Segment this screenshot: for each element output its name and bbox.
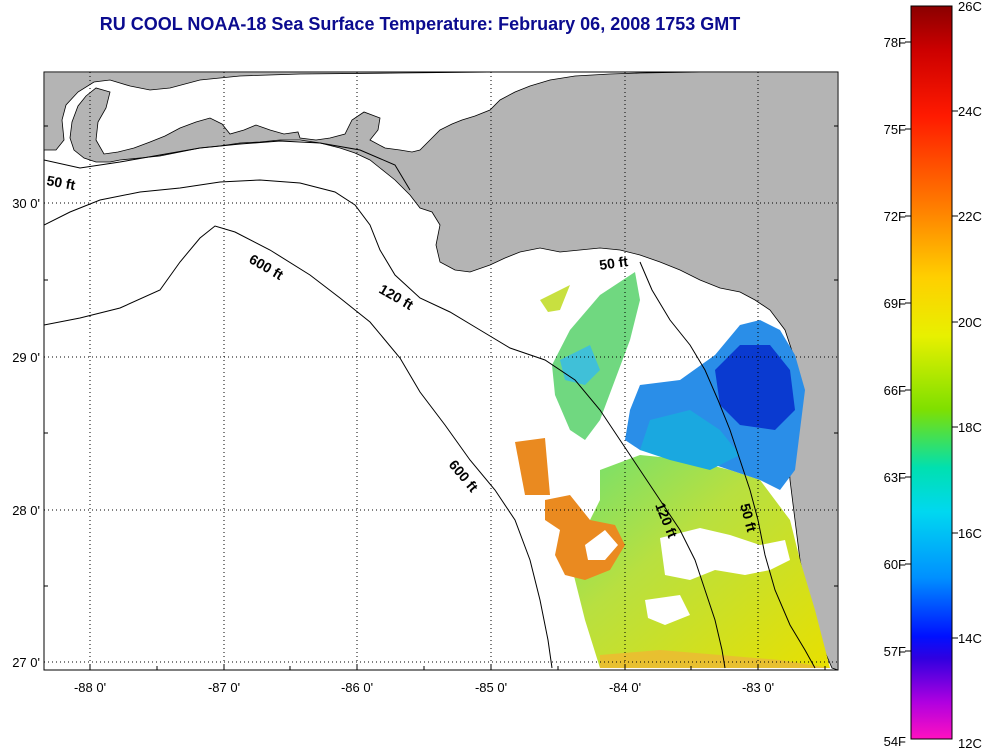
depth-label: 50 ft bbox=[737, 502, 760, 534]
lon-tick-label: -85 0' bbox=[475, 680, 507, 695]
colorbar-ticks bbox=[905, 41, 958, 652]
colorbar-c-label: 18C bbox=[958, 420, 982, 435]
colorbar-f-label: 63F bbox=[884, 470, 906, 485]
lat-tick-label: 27 0' bbox=[12, 655, 40, 670]
frame-ticks bbox=[44, 125, 838, 670]
lon-tick-label: -88 0' bbox=[74, 680, 106, 695]
colorbar-f-label: 57F bbox=[884, 644, 906, 659]
lon-tick-label: -83 0' bbox=[742, 680, 774, 695]
figure-title: RU COOL NOAA-18 Sea Surface Temperature:… bbox=[99, 14, 741, 34]
colorbar-c-label: 16C bbox=[958, 526, 982, 541]
lon-tick-label: -86 0' bbox=[341, 680, 373, 695]
land-panhandle bbox=[44, 72, 501, 151]
lat-tick-label: 30 0' bbox=[12, 196, 40, 211]
colorbar-f-label: 66F bbox=[884, 383, 906, 398]
depth-label: 50 ft bbox=[598, 253, 629, 273]
colorbar-f-label: 54F bbox=[884, 734, 906, 749]
colorbar bbox=[910, 5, 953, 740]
colorbar-c-label: 24C bbox=[958, 104, 982, 119]
colorbar-f-label: 69F bbox=[884, 296, 906, 311]
colorbar-c-label: 22C bbox=[958, 209, 982, 224]
lon-tick-label: -87 0' bbox=[208, 680, 240, 695]
colorbar-f-label: 75F bbox=[884, 122, 906, 137]
lat-tick-label: 29 0' bbox=[12, 350, 40, 365]
lat-tick-label: 28 0' bbox=[12, 503, 40, 518]
colorbar-c-label: 26C bbox=[958, 0, 982, 14]
colorbar-c-label: 20C bbox=[958, 315, 982, 330]
lon-tick-label: -84 0' bbox=[609, 680, 641, 695]
sst-data-layer bbox=[515, 272, 830, 668]
land-florida bbox=[44, 72, 838, 670]
depth-contours bbox=[44, 140, 816, 669]
colorbar-f-label: 78F bbox=[884, 35, 906, 50]
colorbar-f-label: 60F bbox=[884, 557, 906, 572]
graticule bbox=[44, 72, 838, 670]
depth-label: 50 ft bbox=[45, 172, 76, 193]
colorbar-c-label: 12C bbox=[958, 736, 982, 751]
colorbar-f-label: 72F bbox=[884, 209, 906, 224]
colorbar-c-label: 14C bbox=[958, 631, 982, 646]
